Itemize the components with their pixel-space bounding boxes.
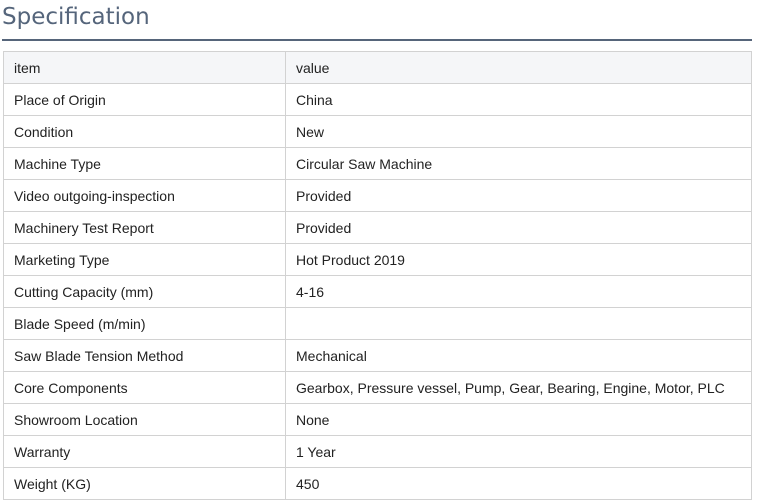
cell-item: Showroom Location: [3, 403, 286, 436]
cell-value: New: [285, 115, 752, 148]
cell-value: 1 Year: [285, 435, 752, 468]
cell-item: Machine Type: [3, 147, 286, 180]
cell-item: Weight (KG): [3, 467, 286, 500]
cell-item: Condition: [3, 115, 286, 148]
table-row: Saw Blade Tension Method Mechanical: [3, 339, 752, 372]
table-row: Machinery Test Report Provided: [3, 211, 752, 244]
cell-item: Marketing Type: [3, 243, 286, 276]
table-row: Marketing Type Hot Product 2019: [3, 243, 752, 276]
table-row: Machine Type Circular Saw Machine: [3, 147, 752, 180]
specification-table: item value Place of Origin China Condition…: [3, 51, 752, 500]
cell-value: None: [285, 403, 752, 436]
table-row: Video outgoing-inspection Provided: [3, 179, 752, 212]
table-row: Condition New: [3, 115, 752, 148]
cell-item: Video outgoing-inspection: [3, 179, 286, 212]
cell-item: Warranty: [3, 435, 286, 468]
cell-value: Provided: [285, 179, 752, 212]
cell-item: Cutting Capacity (mm): [3, 275, 286, 308]
cell-value: Circular Saw Machine: [285, 147, 752, 180]
title-divider: [2, 39, 752, 41]
header-value: value: [285, 51, 752, 84]
cell-value: Gearbox, Pressure vessel, Pump, Gear, Be…: [285, 371, 752, 404]
header-item: item: [3, 51, 286, 84]
table-row: Core Components Gearbox, Pressure vessel,…: [3, 371, 752, 404]
table-header-row: item value: [3, 51, 752, 84]
table-row: Place of Origin China: [3, 83, 752, 116]
cell-value: Hot Product 2019: [285, 243, 752, 276]
cell-item: Core Components: [3, 371, 286, 404]
cell-value: 450: [285, 467, 752, 500]
cell-item: Blade Speed (m/min): [3, 307, 286, 340]
table-row: Blade Speed (m/min): [3, 307, 752, 340]
table-row: Showroom Location None: [3, 403, 752, 436]
cell-item: Saw Blade Tension Method: [3, 339, 286, 372]
cell-value: China: [285, 83, 752, 116]
table-row: Cutting Capacity (mm) 4-16: [3, 275, 752, 308]
table-row: Weight (KG) 450: [3, 467, 752, 500]
cell-value: Provided: [285, 211, 752, 244]
cell-value: [285, 307, 752, 340]
cell-value: 4-16: [285, 275, 752, 308]
page-title: Specification: [2, 4, 150, 30]
cell-item: Place of Origin: [3, 83, 286, 116]
table-row: Warranty 1 Year: [3, 435, 752, 468]
cell-item: Machinery Test Report: [3, 211, 286, 244]
cell-value: Mechanical: [285, 339, 752, 372]
